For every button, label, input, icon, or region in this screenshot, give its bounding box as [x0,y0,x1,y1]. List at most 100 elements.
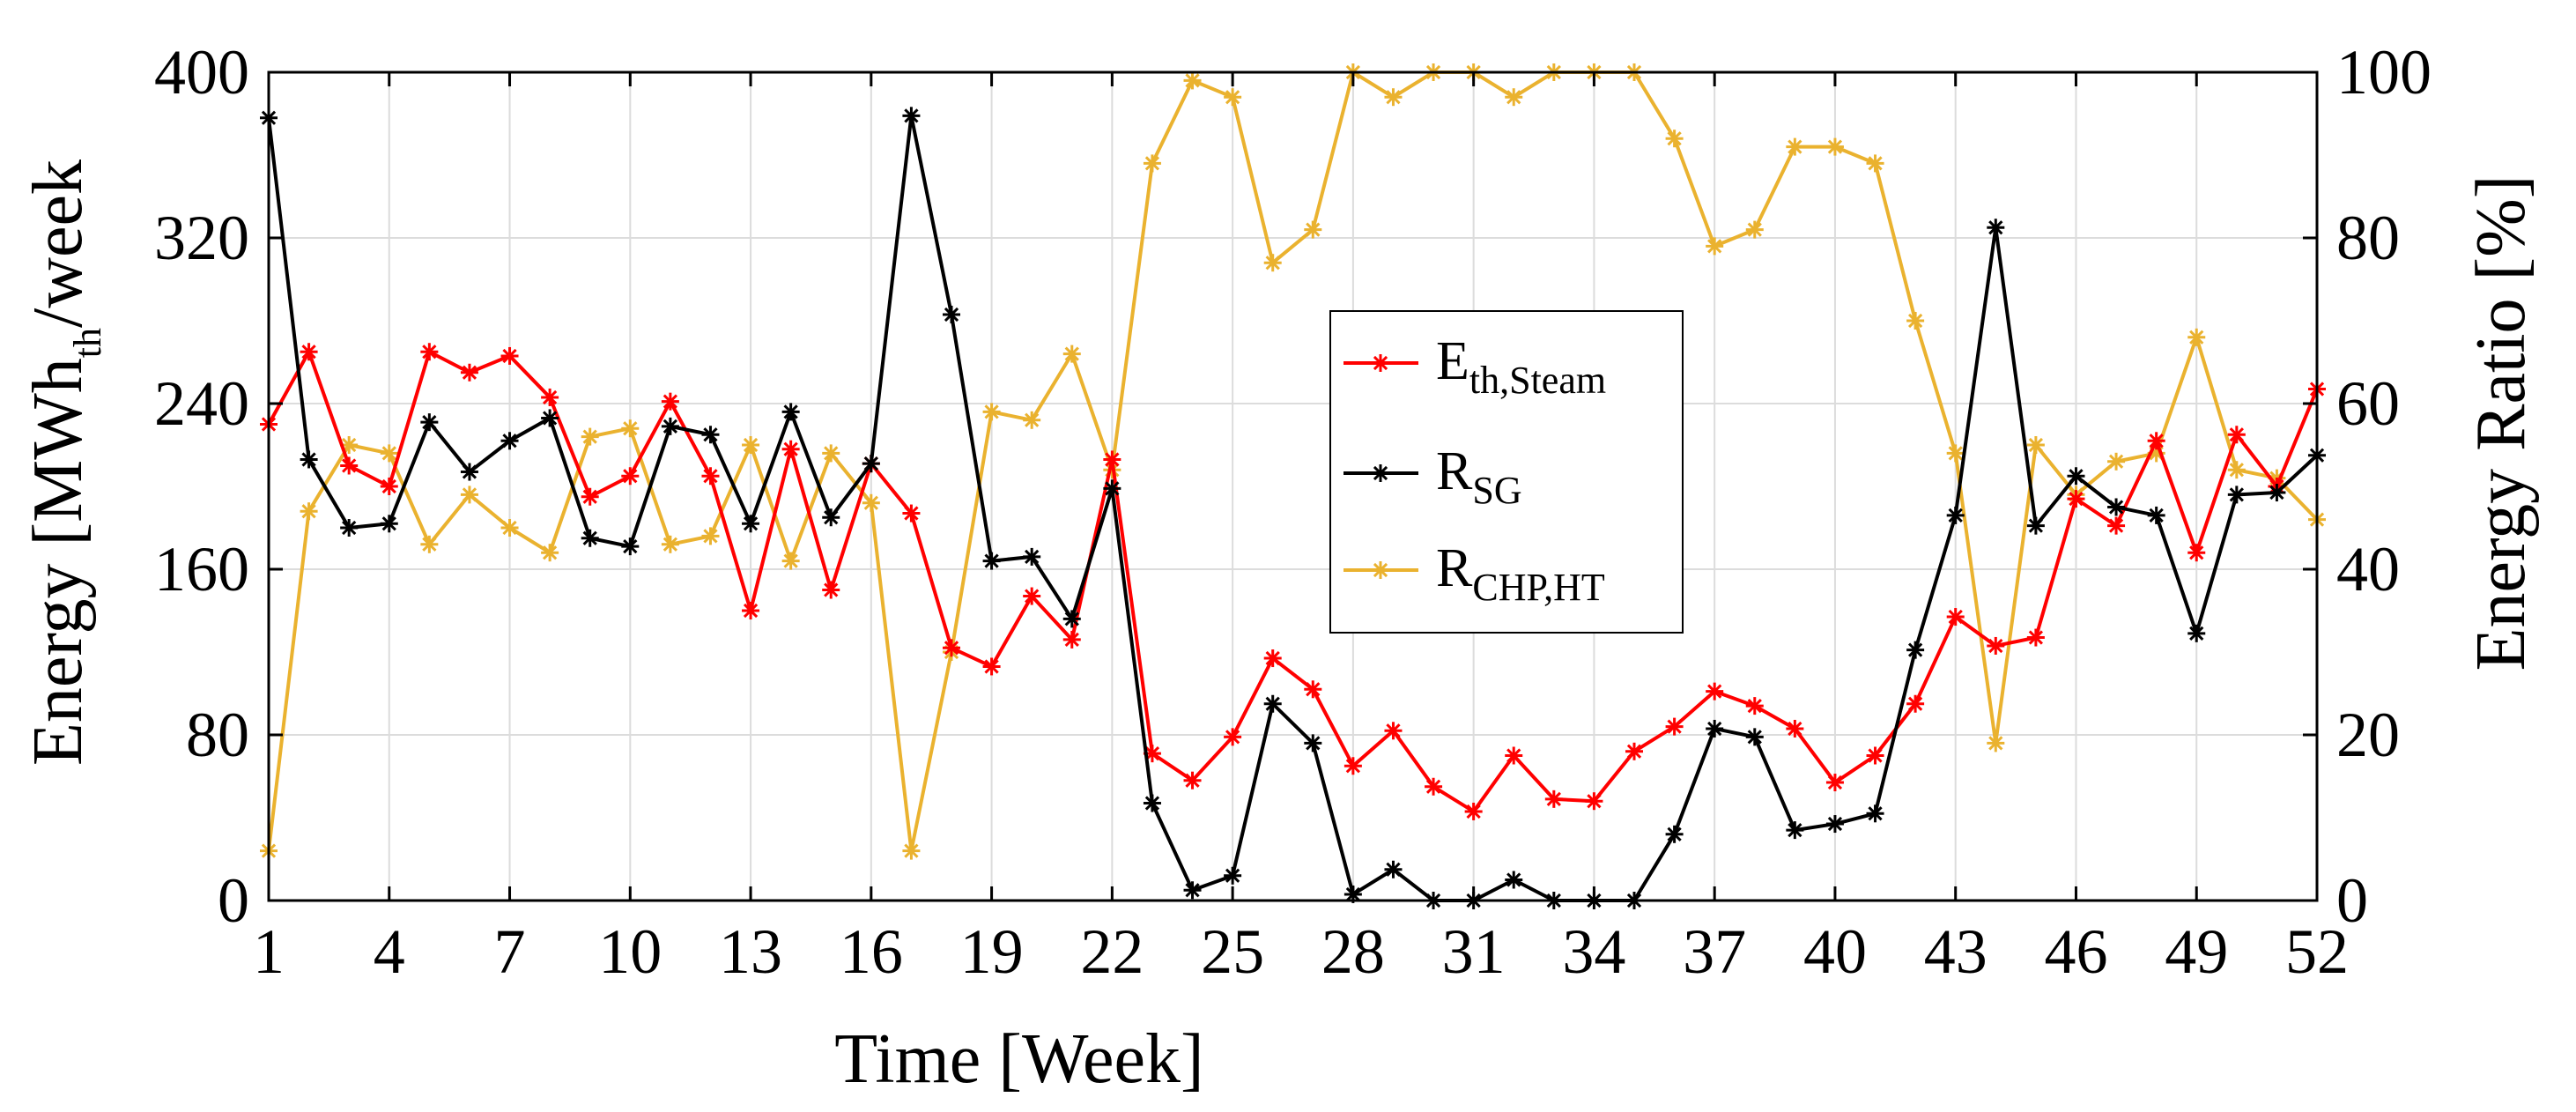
data-point-r-chp-ht [500,519,519,537]
data-point-e-th-steam [902,504,921,523]
data-point-r-sg [1224,866,1242,885]
data-point-r-sg [380,515,398,533]
y-left-tick-label: 0 [218,865,249,936]
data-point-r-chp-ht [862,493,880,512]
data-point-e-th-steam [1544,790,1563,808]
x-tick-label: 19 [960,916,1024,987]
data-point-r-sg [1143,794,1161,812]
data-point-r-sg [1665,825,1684,843]
x-tick-label: 1 [253,916,285,987]
data-point-e-th-steam [541,388,559,406]
legend-swatch-marker [1372,561,1389,579]
data-point-r-chp-ht [541,544,559,562]
x-tick-label: 34 [1562,916,1625,987]
data-point-r-chp-ht [982,403,1001,421]
data-point-r-sg [2227,486,2246,504]
data-point-r-sg [460,463,478,481]
grid-lines [268,71,2318,901]
data-point-e-th-steam [1987,636,2005,655]
data-point-e-th-steam [1866,746,1884,765]
data-point-e-th-steam [300,343,318,361]
data-point-r-sg [1866,804,1884,823]
data-point-e-th-steam [701,467,720,486]
data-point-r-sg [862,455,880,473]
data-point-r-sg [1906,641,1925,659]
data-point-r-chp-ht [380,444,398,463]
data-point-r-chp-ht [1143,154,1161,173]
data-point-r-sg [340,519,359,537]
data-point-r-chp-ht [1906,312,1925,330]
legend-label: Eth,Steam [1436,331,1606,402]
data-point-e-th-steam [1224,728,1242,746]
y-left-tick-label: 240 [154,368,249,439]
data-point-e-th-steam [2227,426,2246,444]
data-point-e-th-steam [2147,432,2165,450]
data-point-r-sg [2067,467,2085,486]
legend-item-e-th-steam: Eth,Steam [1344,331,1606,402]
data-point-e-th-steam [1103,450,1121,469]
data-point-r-sg [1706,719,1724,738]
y-right-tick-label: 0 [2336,865,2368,936]
data-point-r-sg [420,413,439,432]
x-tick-label: 4 [374,916,405,987]
y-left-label-tail: /week [19,159,97,328]
data-point-r-sg [2187,624,2206,642]
y-right-tick-label: 60 [2336,368,2400,439]
data-point-e-th-steam [500,346,519,365]
y-right-axis-label: Energy Ratio [%] [2462,175,2540,671]
data-point-r-chp-ht [1505,88,1523,107]
data-point-r-chp-ht [781,552,800,570]
data-point-r-sg [822,508,840,527]
y-right-tick-label: 20 [2336,700,2400,770]
data-point-r-chp-ht [460,486,478,504]
data-point-e-th-steam [1062,630,1081,649]
x-tick-label: 31 [1442,916,1506,987]
x-axis-label: Time [Week] [834,1020,1203,1098]
series-e-th-steam [260,343,2326,820]
data-point-e-th-steam [460,363,478,382]
y-left-tick-label: 80 [186,700,249,770]
data-point-e-th-steam [1304,680,1322,699]
data-point-e-th-steam [1585,792,1603,811]
data-point-r-chp-ht [2107,452,2126,471]
data-point-e-th-steam [982,657,1001,676]
data-point-r-chp-ht [902,841,921,860]
data-point-r-chp-ht [1946,444,1965,463]
data-point-r-chp-ht [1665,130,1684,148]
x-tick-label: 46 [2044,916,2107,987]
data-point-r-sg [742,515,760,533]
data-point-r-sg [1062,610,1081,628]
data-point-r-chp-ht [1183,71,1202,90]
data-point-r-sg [661,417,679,435]
data-point-r-sg [1183,881,1202,900]
data-point-e-th-steam [1263,649,1282,668]
legend-item-r-chp-ht: RCHP,HT [1344,538,1605,609]
y-left-axis-ticks: 0 80 160 240 320 400 [154,37,283,936]
plot-frame [267,70,2319,902]
data-point-r-chp-ht [2026,436,2045,454]
data-point-r-sg [701,426,720,444]
series-line-e-th-steam [267,350,2319,813]
data-point-e-th-steam [1665,717,1684,736]
series-line-r-sg [267,114,2319,902]
y-left-axis-label: Energy [MWhth/week [19,159,109,766]
data-point-r-chp-ht [300,502,318,521]
data-point-r-sg [581,529,599,547]
data-point-r-sg [2107,498,2126,516]
data-point-e-th-steam [742,602,760,619]
data-point-e-th-steam [1786,719,1804,738]
data-point-r-sg [943,305,960,323]
x-tick-label: 13 [719,916,782,987]
data-point-e-th-steam [1906,694,1925,713]
x-axis-ticks: 1 4 7 10 13 16 19 22 25 28 31 34 37 40 43 46 49 52 [253,72,2349,987]
data-point-e-th-steam [661,392,679,411]
x-tick-label: 43 [1924,916,1988,987]
data-point-r-chp-ht [822,444,840,463]
data-point-r-sg [1745,728,1764,746]
legend-label: RSG [1436,441,1522,512]
data-point-r-chp-ht [1304,220,1322,239]
data-point-r-sg [1023,547,1041,566]
series-r-chp-ht [260,63,2326,860]
data-point-e-th-steam [2067,490,2085,508]
